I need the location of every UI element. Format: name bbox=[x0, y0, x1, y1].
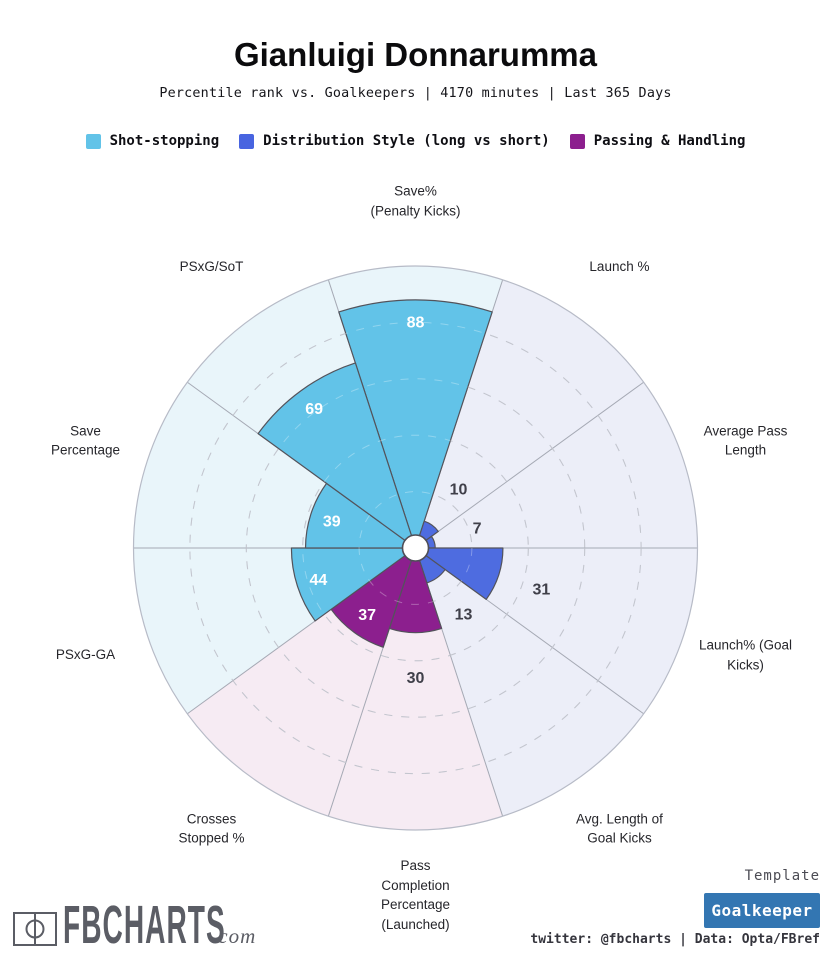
slice-value: 69 bbox=[305, 401, 323, 418]
slice-fill bbox=[290, 547, 417, 622]
slice-value: 10 bbox=[450, 481, 468, 498]
legend-swatch-icon bbox=[569, 133, 585, 149]
pitch-center-circle bbox=[25, 919, 45, 939]
slice-value: 88 bbox=[407, 314, 425, 331]
legend-swatch-icon bbox=[85, 133, 101, 149]
center-dot bbox=[401, 534, 430, 562]
legend-label: Shot-stopping bbox=[109, 133, 220, 149]
legend-item: Passing & Handling bbox=[569, 133, 746, 149]
page-title: Gianluigi Donnarumma bbox=[233, 36, 598, 73]
legend-item: Shot-stopping bbox=[85, 133, 220, 149]
grid-ring-overlay bbox=[358, 491, 473, 605]
slice-value: 39 bbox=[323, 513, 341, 530]
slice-value: 30 bbox=[407, 670, 425, 687]
slice-fill bbox=[338, 299, 493, 549]
slice-value: 44 bbox=[310, 572, 328, 589]
slice-background bbox=[415, 382, 698, 548]
legend-label: Distribution Style (long vs short) bbox=[263, 133, 550, 149]
grid-ring-overlay bbox=[245, 378, 586, 718]
legend: Shot-stopping Distribution Style (long vs… bbox=[0, 133, 831, 149]
slice-fill bbox=[414, 547, 504, 600]
template-label: Template bbox=[744, 868, 820, 884]
slice-value: 7 bbox=[473, 521, 482, 538]
legend-swatch-icon bbox=[239, 133, 255, 149]
page-subtitle: Percentile rank vs. Goalkeepers | 4170 m… bbox=[159, 86, 672, 101]
legend-item: Distribution Style (long vs short) bbox=[239, 133, 550, 149]
slice-background bbox=[328, 548, 503, 831]
grid-ring-overlay bbox=[189, 321, 642, 775]
fbcharts-logo-suffix: .com bbox=[212, 924, 257, 948]
credit-text: twitter: @fbcharts | Data: Opta/FBref bbox=[530, 932, 820, 947]
slice-value: 13 bbox=[455, 607, 473, 624]
grid-ring-overlay bbox=[302, 434, 529, 662]
legend-label: Passing & Handling bbox=[593, 133, 746, 149]
slice-background bbox=[415, 279, 644, 548]
template-goalkeeper-button[interactable]: Goalkeeper bbox=[704, 893, 820, 928]
fbcharts-logo-text[interactable]: FBCHARTS bbox=[63, 894, 226, 955]
football-pitch-icon bbox=[13, 912, 57, 946]
slice-value: 37 bbox=[358, 607, 376, 624]
slice-background bbox=[415, 548, 644, 817]
outer-circle bbox=[132, 265, 699, 831]
slice-fill bbox=[257, 362, 417, 549]
slice-value: 31 bbox=[533, 581, 551, 598]
slice-divider-line bbox=[415, 381, 644, 549]
